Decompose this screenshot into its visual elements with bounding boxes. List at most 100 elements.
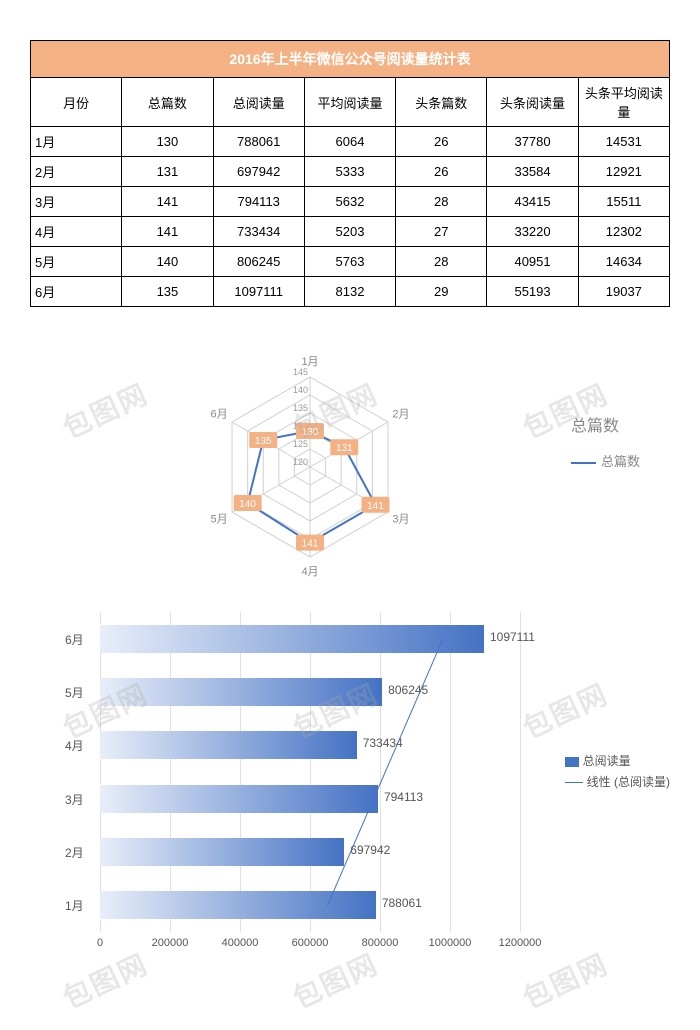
bar-value-label: 788061: [382, 896, 422, 910]
data-cell: 12302: [578, 217, 669, 247]
data-cell: 14634: [578, 247, 669, 277]
bar-row: 7334344月: [100, 731, 357, 759]
data-cell: 5333: [304, 157, 395, 187]
data-cell: 5203: [304, 217, 395, 247]
bar-legend-series: 总阅读量: [583, 754, 631, 768]
data-cell: 55193: [487, 277, 578, 307]
x-tick-label: 600000: [292, 937, 329, 949]
bar-value-label: 697942: [350, 843, 390, 857]
data-cell: 141: [122, 187, 213, 217]
y-tick-label: 4月: [65, 737, 84, 754]
month-cell: 6月: [31, 277, 122, 307]
table-header: 总篇数: [122, 78, 213, 127]
data-cell: 5632: [304, 187, 395, 217]
data-cell: 140: [122, 247, 213, 277]
svg-text:5月: 5月: [211, 513, 228, 525]
data-cell: 131: [122, 157, 213, 187]
svg-text:135: 135: [293, 403, 308, 413]
svg-text:145: 145: [293, 367, 308, 377]
svg-text:4月: 4月: [301, 566, 318, 578]
y-tick-label: 6月: [65, 631, 84, 648]
data-cell: 40951: [487, 247, 578, 277]
svg-text:140: 140: [239, 499, 256, 510]
bar-row: 10971116月: [100, 625, 484, 653]
data-cell: 29: [396, 277, 487, 307]
x-tick-label: 200000: [152, 937, 189, 949]
svg-text:131: 131: [336, 443, 353, 454]
data-cell: 794113: [213, 187, 304, 217]
x-tick-label: 400000: [222, 937, 259, 949]
radar-legend-label: 总篇数: [601, 454, 640, 469]
y-tick-label: 2月: [65, 844, 84, 861]
data-cell: 6064: [304, 127, 395, 157]
data-cell: 43415: [487, 187, 578, 217]
bar-chart: 0 200000 400000 600000 800000 1000000 1200000 1…: [30, 602, 670, 972]
bar-row: 7941133月: [100, 785, 378, 813]
svg-text:141: 141: [302, 539, 319, 550]
svg-text:130: 130: [302, 427, 319, 438]
bar: [100, 731, 357, 759]
x-tick-label: 0: [97, 937, 103, 949]
table-header: 头条平均阅读量: [578, 78, 669, 127]
y-tick-label: 3月: [65, 791, 84, 808]
svg-text:140: 140: [293, 385, 308, 395]
svg-text:2月: 2月: [392, 408, 409, 420]
data-cell: 5763: [304, 247, 395, 277]
data-cell: 8132: [304, 277, 395, 307]
data-cell: 28: [396, 187, 487, 217]
bar-row: 6979422月: [100, 838, 344, 866]
svg-text:6月: 6月: [211, 408, 228, 420]
x-tick-label: 1000000: [429, 937, 472, 949]
month-cell: 4月: [31, 217, 122, 247]
data-cell: 27: [396, 217, 487, 247]
data-cell: 26: [396, 127, 487, 157]
x-tick-label: 1200000: [499, 937, 542, 949]
table-header: 平均阅读量: [304, 78, 395, 127]
svg-text:125: 125: [293, 439, 308, 449]
radar-legend: 总篇数 总篇数: [571, 412, 640, 470]
svg-text:3月: 3月: [392, 513, 409, 525]
data-cell: 806245: [213, 247, 304, 277]
bar-legend-trend: 线性 (总阅读量): [587, 775, 670, 789]
svg-text:120: 120: [293, 457, 308, 467]
data-cell: 33220: [487, 217, 578, 247]
radar-title: 总篇数: [571, 412, 640, 436]
y-tick-label: 1月: [65, 897, 84, 914]
bar: [100, 838, 344, 866]
y-tick-label: 5月: [65, 684, 84, 701]
data-cell: 37780: [487, 127, 578, 157]
data-cell: 1097111: [213, 277, 304, 307]
stats-table: 2016年上半年微信公众号阅读量统计表 月份总篇数总阅读量平均阅读量头条篇数 头条…: [30, 40, 670, 307]
svg-text:141: 141: [367, 501, 384, 512]
x-tick-label: 800000: [362, 937, 399, 949]
table-header: 月份: [31, 78, 122, 127]
bar-value-label: 806245: [388, 683, 428, 697]
table-title: 2016年上半年微信公众号阅读量统计表: [31, 41, 670, 78]
data-cell: 733434: [213, 217, 304, 247]
data-cell: 130: [122, 127, 213, 157]
bar: [100, 678, 382, 706]
bar: [100, 891, 376, 919]
data-cell: 33584: [487, 157, 578, 187]
data-cell: 788061: [213, 127, 304, 157]
data-cell: 697942: [213, 157, 304, 187]
data-cell: 28: [396, 247, 487, 277]
bar-row: 7880611月: [100, 891, 376, 919]
table-header: 总阅读量: [213, 78, 304, 127]
data-cell: 12921: [578, 157, 669, 187]
data-cell: 26: [396, 157, 487, 187]
month-cell: 2月: [31, 157, 122, 187]
svg-text:135: 135: [255, 436, 272, 447]
month-cell: 1月: [31, 127, 122, 157]
table-header: 头条篇数: [396, 78, 487, 127]
radar-chart: 1月2月3月4月5月6月1451401351301251201301311411…: [30, 332, 670, 592]
bar-value-label: 1097111: [490, 630, 535, 644]
bar-value-label: 794113: [384, 790, 423, 804]
bar: [100, 625, 484, 653]
data-cell: 19037: [578, 277, 669, 307]
bar: [100, 785, 378, 813]
data-cell: 14531: [578, 127, 669, 157]
data-cell: 135: [122, 277, 213, 307]
bar-row: 8062455月: [100, 678, 382, 706]
month-cell: 3月: [31, 187, 122, 217]
